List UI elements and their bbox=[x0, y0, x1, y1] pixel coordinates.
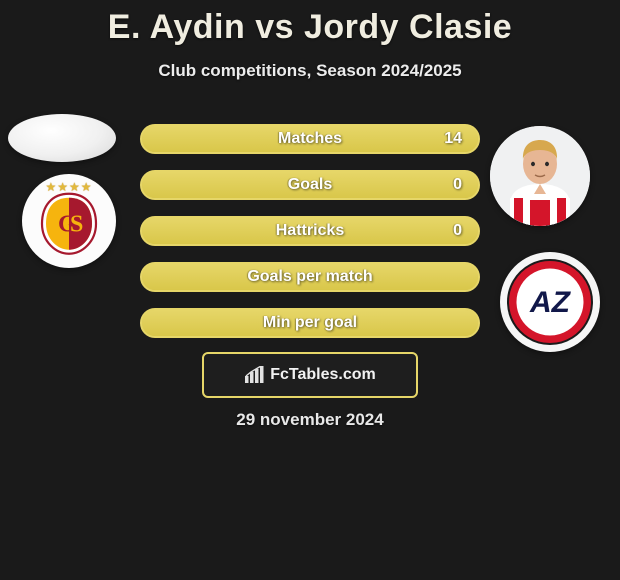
player1-club-badge: ★★★★ G S bbox=[22, 174, 116, 268]
svg-text:S: S bbox=[70, 212, 83, 238]
brand-prefix: Fc bbox=[270, 366, 289, 383]
bar-label: Min per goal bbox=[263, 314, 357, 332]
title-player1: E. Aydin bbox=[108, 8, 246, 46]
az-logo-icon: AZ bbox=[500, 252, 600, 352]
brand-text: FcTables.com bbox=[270, 366, 376, 384]
bar-value-right: 14 bbox=[444, 130, 462, 148]
player1-avatar bbox=[8, 114, 116, 162]
bar-goals-per-match: Goals per match bbox=[140, 262, 480, 292]
subtitle-competitions: Club competitions, Season 2024/2025 bbox=[0, 61, 620, 81]
comparison-title: E. Aydin vs Jordy Clasie bbox=[0, 0, 620, 47]
player2-avatar bbox=[490, 126, 590, 226]
bar-label: Goals bbox=[288, 176, 332, 194]
bar-label: Goals per match bbox=[247, 268, 372, 286]
bar-value-right: 0 bbox=[453, 176, 462, 194]
galatasaray-logo-icon: G S bbox=[38, 190, 100, 258]
snapshot-date: 29 november 2024 bbox=[0, 410, 620, 430]
bar-label: Hattricks bbox=[276, 222, 344, 240]
bar-label: Matches bbox=[278, 130, 342, 148]
bar-fill-left bbox=[142, 172, 310, 198]
brand-rest: Tables.com bbox=[289, 366, 376, 383]
bar-min-per-goal: Min per goal bbox=[140, 308, 480, 338]
player2-photo-icon bbox=[490, 126, 590, 226]
bar-chart-icon bbox=[244, 366, 266, 384]
bar-value-right: 0 bbox=[453, 222, 462, 240]
bar-matches: Matches 14 bbox=[140, 124, 480, 154]
title-vs: vs bbox=[255, 8, 294, 46]
az-club-text: AZ bbox=[529, 286, 572, 319]
bar-fill-left bbox=[142, 126, 152, 152]
stat-bars: Matches 14 Goals 0 Hattricks 0 Goals per… bbox=[140, 124, 480, 354]
bar-goals: Goals 0 bbox=[140, 170, 480, 200]
player2-club-badge: AZ bbox=[500, 252, 600, 352]
brand-box: FcTables.com bbox=[202, 352, 418, 398]
bar-hattricks: Hattricks 0 bbox=[140, 216, 480, 246]
title-player2: Jordy Clasie bbox=[304, 8, 512, 46]
